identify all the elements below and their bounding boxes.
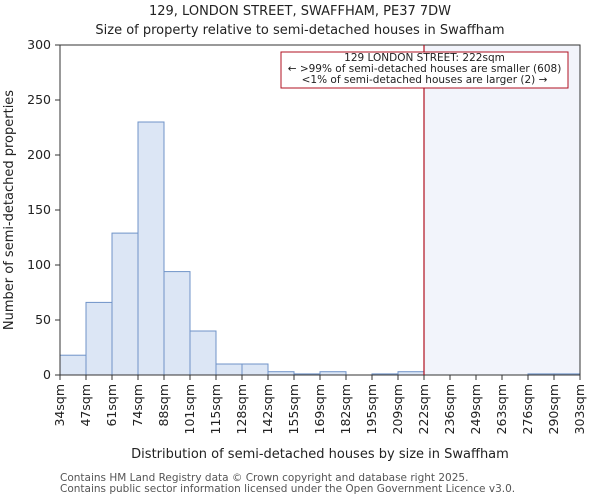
x-tick-label-182sqm: 182sqm [338,384,353,434]
bar-101sqm [189,330,217,376]
x-tick-label-249sqm: 249sqm [468,384,483,434]
x-tick-label-101sqm: 101sqm [182,384,197,434]
x-tick-label-128sqm: 128sqm [234,384,249,434]
chart-title: 129, LONDON STREET, SWAFFHAM, PE37 7DW [149,4,451,19]
x-tick-label-263sqm: 263sqm [494,384,509,434]
bars-group [59,121,581,376]
bar-34sqm [59,354,87,376]
x-tick-label-276sqm: 276sqm [520,384,535,434]
y-tick-label-300: 300 [27,37,51,52]
marker-region-shade [424,45,580,375]
y-tick-label-150: 150 [27,202,51,217]
x-tick-label-195sqm: 195sqm [364,384,379,434]
x-tick-label-47sqm: 47sqm [78,384,93,427]
bar-128sqm [241,363,269,376]
bar-88sqm [163,271,191,376]
x-tick-label-155sqm: 155sqm [286,384,301,434]
annotation-line-3: <1% of semi-detached houses are larger (… [302,74,548,86]
x-tick-label-88sqm: 88sqm [156,384,171,427]
x-tick-label-236sqm: 236sqm [442,384,457,434]
y-tick-label-0: 0 [43,367,51,382]
y-tick-label-200: 200 [27,147,51,162]
bar-61sqm [111,232,139,376]
x-tick-label-115sqm: 115sqm [208,384,223,434]
x-tick-label-142sqm: 142sqm [260,384,275,434]
x-tick-label-74sqm: 74sqm [130,384,145,427]
annotation-box [280,51,569,89]
annotation-line-1: 129 LONDON STREET: 222sqm [344,52,505,64]
y-tick-label-100: 100 [27,257,51,272]
x-tick-label-303sqm: 303sqm [572,384,587,434]
y-tick-label-250: 250 [27,92,51,107]
bar-47sqm [85,301,113,376]
footer-licence: Contains public sector information licen… [60,483,516,495]
x-tick-label-290sqm: 290sqm [546,384,561,434]
chart-subtitle: Size of property relative to semi-detach… [95,23,504,38]
x-tick-label-209sqm: 209sqm [390,384,405,434]
axes-group: 0 50 100 150 200 250 300 34sqm 47sqm 61sqm 74sqm 88… [27,37,587,434]
footer-copyright: Contains HM Land Registry data © Crown c… [60,472,469,484]
x-axis-label: Distribution of semi-detached houses by … [131,447,509,462]
bar-115sqm [215,363,243,376]
y-axis-label: Number of semi-detached properties [2,90,17,330]
annotation: 129 LONDON STREET: 222sqm ← >99% of semi… [280,51,569,89]
x-tick-label-169sqm: 169sqm [312,384,327,434]
x-tick-label-61sqm: 61sqm [104,384,119,427]
y-tick-label-50: 50 [35,312,51,327]
x-tick-label-222sqm: 222sqm [416,384,431,434]
annotation-line-2: ← >99% of semi-detached houses are small… [288,63,562,75]
x-tick-label-34sqm: 34sqm [52,384,67,427]
bar-74sqm [137,121,165,376]
